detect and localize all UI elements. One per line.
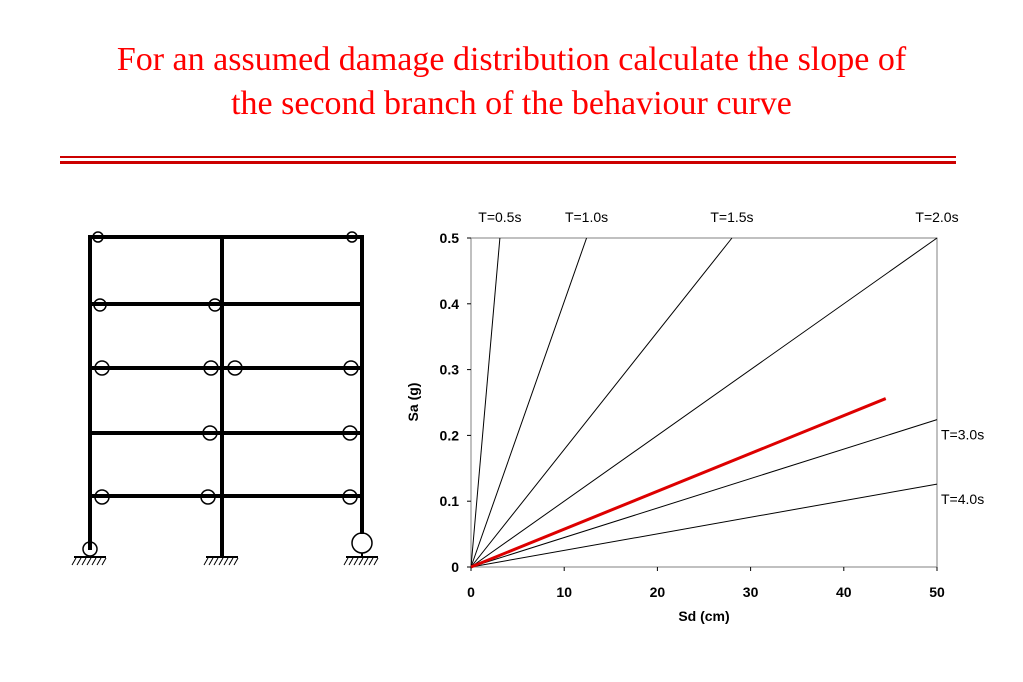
y-tick-label: 0.4 <box>440 296 460 312</box>
period-label: T=4.0s <box>941 491 984 507</box>
period-line <box>470 419 938 568</box>
plastic-hinge <box>200 489 216 505</box>
period-line <box>470 237 588 568</box>
y-tick-label: 0 <box>451 559 459 575</box>
hinged-support-icon <box>343 532 379 566</box>
title-line-2: the second branch of the behaviour curve <box>231 85 792 122</box>
period-line <box>470 483 938 568</box>
slide-title: For an assumed damage distribution calcu… <box>0 38 1023 126</box>
y-axis-label: Sa (g) <box>405 383 421 422</box>
plastic-hinge <box>227 360 243 376</box>
plastic-hinge <box>94 360 110 376</box>
title-rule-bottom <box>60 161 956 164</box>
period-line <box>470 237 733 568</box>
period-line <box>470 237 938 568</box>
y-tick-label: 0.2 <box>440 427 460 443</box>
x-tick-label: 40 <box>836 584 852 600</box>
plastic-hinge <box>94 489 110 505</box>
y-tick-label: 0.1 <box>440 493 460 509</box>
plot-area <box>470 237 938 568</box>
plastic-hinge <box>342 425 358 441</box>
x-tick-label: 50 <box>929 584 945 600</box>
plastic-hinge <box>203 360 219 376</box>
period-label: T=3.0s <box>941 427 984 443</box>
period-label: T=0.5s <box>478 209 521 225</box>
plastic-hinge <box>342 489 358 505</box>
behaviour-curve-branch <box>470 397 887 569</box>
plastic-hinge <box>346 231 358 243</box>
title-line-1: For an assumed damage distribution calcu… <box>116 41 907 78</box>
plastic-hinge <box>208 298 222 312</box>
fixed-support-icon <box>71 556 107 566</box>
plastic-hinge <box>93 298 107 312</box>
plastic-hinge <box>92 231 104 243</box>
x-tick-label: 20 <box>650 584 666 600</box>
plastic-hinge <box>343 360 359 376</box>
title-rule-top <box>60 156 956 158</box>
x-tick-label: 10 <box>556 584 572 600</box>
x-tick-label: 0 <box>467 584 475 600</box>
x-tick-label: 30 <box>743 584 759 600</box>
y-tick-label: 0.3 <box>440 362 460 378</box>
plastic-hinge <box>202 425 218 441</box>
period-line <box>470 237 501 568</box>
period-label: T=1.5s <box>710 209 753 225</box>
y-tick-label: 0.5 <box>440 230 460 246</box>
period-label: T=1.0s <box>565 209 608 225</box>
period-label: T=2.0s <box>915 209 958 225</box>
fixed-support-icon <box>203 556 239 566</box>
x-axis-label: Sd (cm) <box>678 608 729 624</box>
